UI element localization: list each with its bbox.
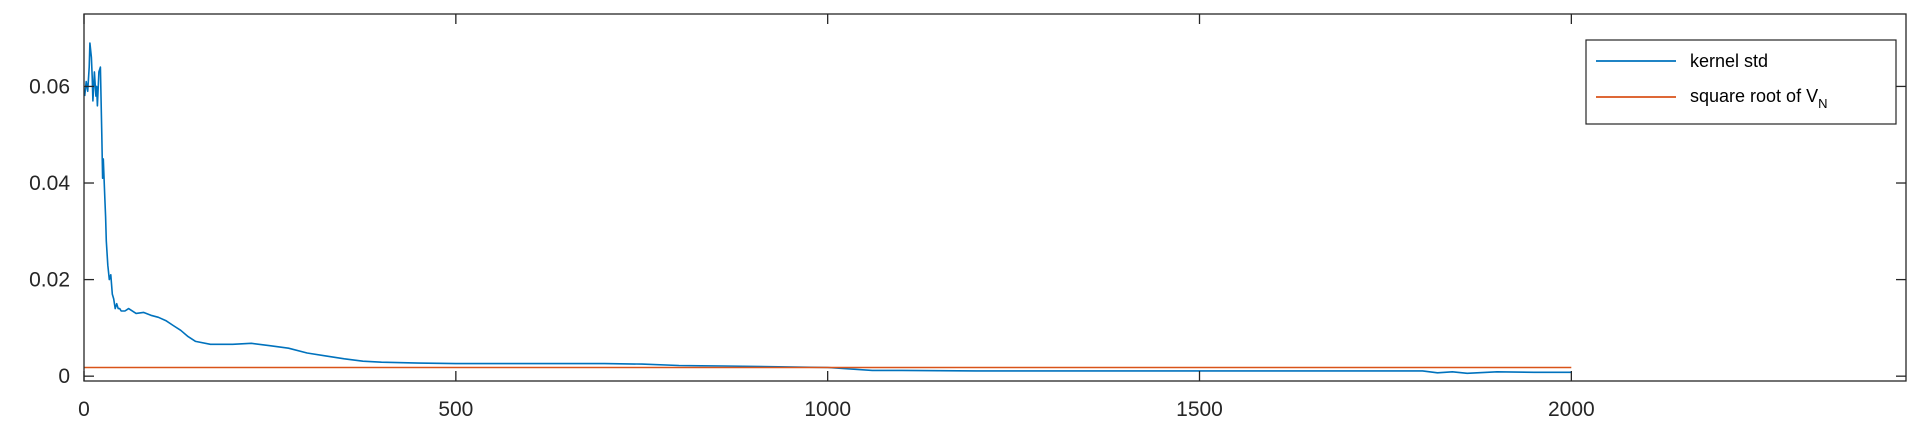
y-tick-label-2: 0.04: [29, 172, 70, 195]
y-tick-label-3: 0.06: [29, 75, 70, 98]
series-layer: [83, 42, 1572, 375]
legend-box: [1585, 39, 1897, 125]
x-tick-label-1: 500: [438, 398, 473, 421]
legend-label-square-root-subscript: N: [1818, 96, 1827, 111]
x-tick-label-2: 1000: [804, 398, 851, 421]
y-tick-labels: 0 0.02 0.04 0.06: [29, 75, 70, 388]
x-tick-labels: 0 500 1000 1500 2000: [78, 398, 1595, 421]
y-tick-label-0: 0: [58, 365, 70, 388]
legend-label-square-root: square root of VN: [1690, 86, 1827, 111]
x-tick-label-3: 1500: [1176, 398, 1223, 421]
legend-label-kernel-std: kernel std: [1690, 51, 1768, 71]
x-tick-label-0: 0: [78, 398, 90, 421]
legend-label-square-root-main: square root of V: [1690, 86, 1818, 106]
y-tick-label-1: 0.02: [29, 269, 70, 292]
series-line-0: [83, 42, 1572, 375]
legend: kernel std square root of VN: [1585, 39, 1897, 125]
x-tick-label-4: 2000: [1548, 398, 1595, 421]
axes-box: [83, 13, 1907, 382]
